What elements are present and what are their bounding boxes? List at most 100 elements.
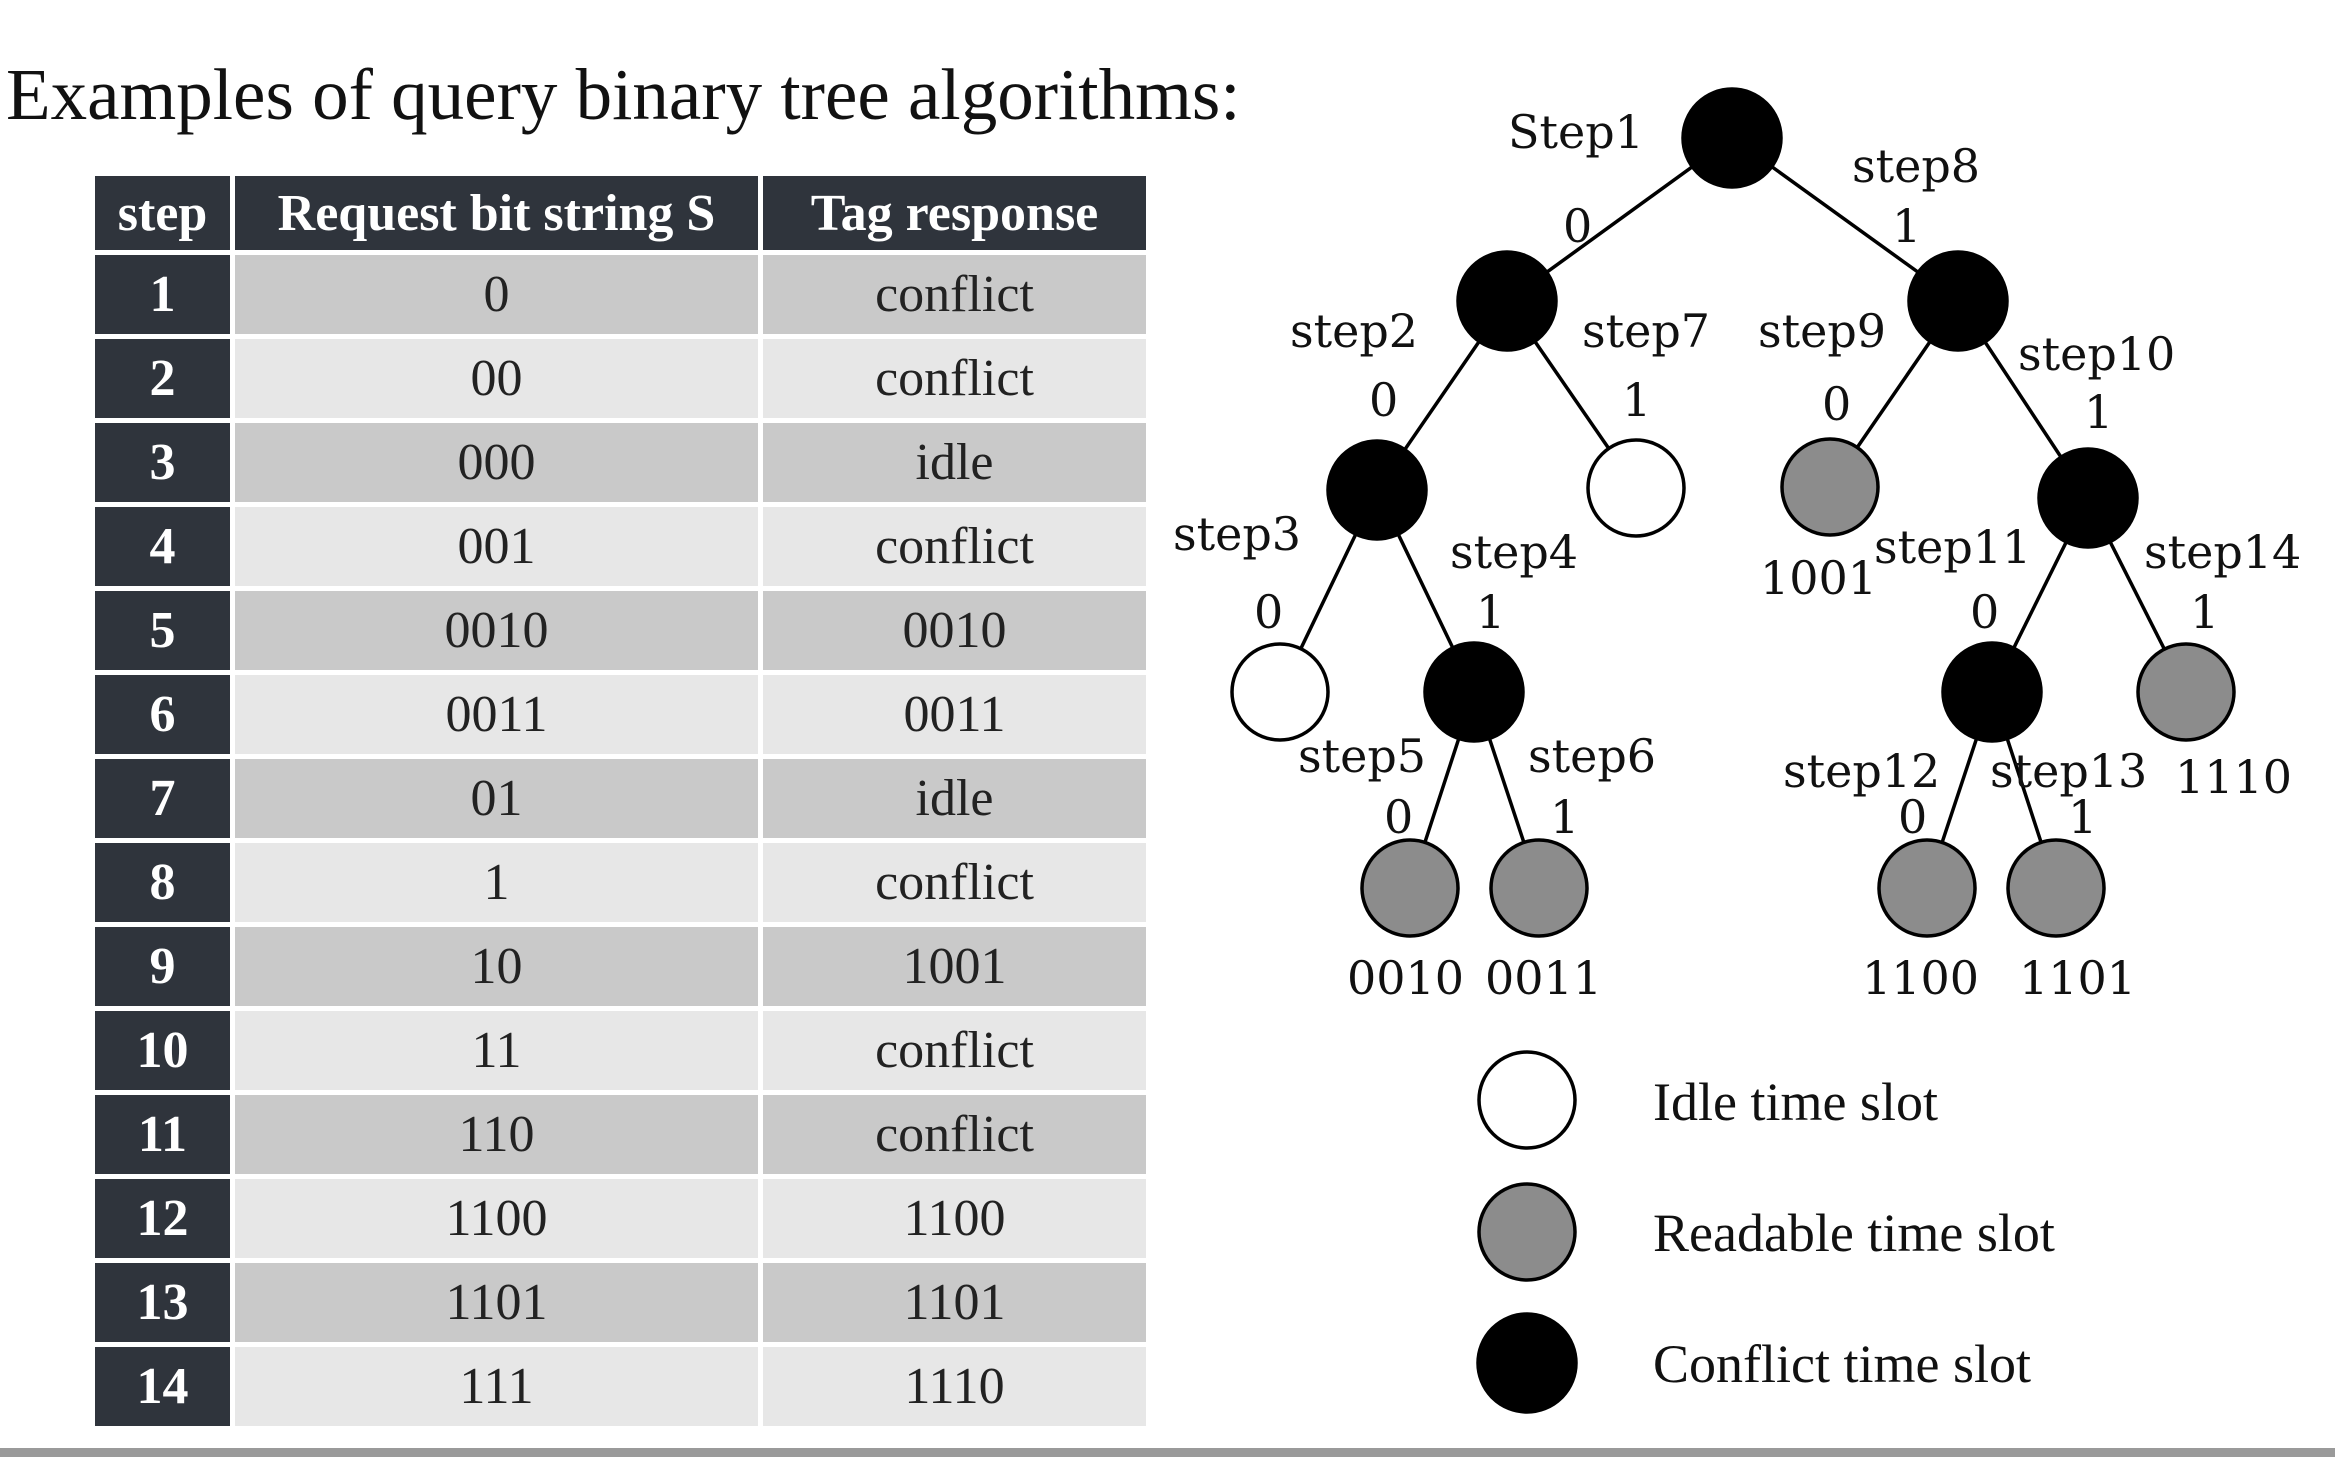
table-row: 14 111 1110 <box>95 1347 1146 1426</box>
node-label: 0010 <box>1347 951 1464 1005</box>
response-cell: idle <box>763 423 1146 502</box>
step-cell: 9 <box>95 927 230 1006</box>
table-row: 3 000 idle <box>95 423 1146 502</box>
edge-label-1: 1 <box>2084 385 2113 439</box>
request-cell: 1101 <box>235 1263 758 1342</box>
step-cell: 7 <box>95 759 230 838</box>
page-title: Examples of query binary tree algorithms… <box>6 54 1241 135</box>
conflict-node <box>1681 87 1783 189</box>
node-label: 0011 <box>1485 951 1602 1005</box>
table-row: 1 0 conflict <box>95 255 1146 334</box>
step-label: step13 <box>1990 744 2147 798</box>
readable-node <box>2006 838 2106 938</box>
table-row: 12 1100 1100 <box>95 1179 1146 1258</box>
table-row: 10 11 conflict <box>95 1011 1146 1090</box>
response-cell: conflict <box>763 1011 1146 1090</box>
response-cell: 0010 <box>763 591 1146 670</box>
conflict-node <box>1326 439 1428 541</box>
request-cell: 1100 <box>235 1179 758 1258</box>
response-cell: conflict <box>763 1095 1146 1174</box>
conflict-node <box>1423 641 1525 743</box>
edge-label-0: 0 <box>1898 790 1927 844</box>
conflict-node <box>1456 250 1558 352</box>
request-cell: 11 <box>235 1011 758 1090</box>
legend-label-readable: Readable time slot <box>1653 1203 2055 1263</box>
step-label: step12 <box>1783 744 1940 798</box>
response-cell: conflict <box>763 507 1146 586</box>
response-cell: 1101 <box>763 1263 1146 1342</box>
edge-label-1: 1 <box>1892 199 1921 253</box>
conflict-legend-icon <box>1476 1312 1578 1414</box>
step-label: step9 <box>1758 304 1886 358</box>
idle-legend-icon <box>1477 1050 1577 1150</box>
step-cell: 1 <box>95 255 230 334</box>
bottom-divider <box>0 1448 2335 1457</box>
readable-node <box>1489 838 1589 938</box>
table-row: 9 10 1001 <box>95 927 1146 1006</box>
table-row: 6 0011 0011 <box>95 675 1146 754</box>
step-cell: 10 <box>95 1011 230 1090</box>
readable-node <box>1877 838 1977 938</box>
step-label: step2 <box>1290 304 1418 358</box>
edge-label-0: 0 <box>1563 199 1592 253</box>
edge-label-0: 0 <box>1822 377 1851 431</box>
readable-legend-icon <box>1477 1182 1577 1282</box>
request-cell: 10 <box>235 927 758 1006</box>
node-label: 1101 <box>2019 951 2136 1005</box>
edge-label-1: 1 <box>1622 373 1651 427</box>
step-cell: 2 <box>95 339 230 418</box>
step-cell: 4 <box>95 507 230 586</box>
edge-label-1: 1 <box>2190 585 2219 639</box>
table-row: 5 0010 0010 <box>95 591 1146 670</box>
response-cell: 1001 <box>763 927 1146 1006</box>
response-cell: 1100 <box>763 1179 1146 1258</box>
idle-node <box>1230 642 1330 742</box>
step-cell: 13 <box>95 1263 230 1342</box>
edge-label-1: 1 <box>1476 585 1505 639</box>
step-cell: 11 <box>95 1095 230 1174</box>
table-header-row: step Request bit string S Tag response <box>95 176 1146 250</box>
step-label: step3 <box>1173 507 1301 561</box>
node-label: 1001 <box>1760 551 1877 605</box>
step-cell: 14 <box>95 1347 230 1426</box>
header-step: step <box>95 176 230 250</box>
request-cell: 111 <box>235 1347 758 1426</box>
request-cell: 01 <box>235 759 758 838</box>
request-cell: 00 <box>235 339 758 418</box>
step-cell: 6 <box>95 675 230 754</box>
step-cell: 12 <box>95 1179 230 1258</box>
request-cell: 1 <box>235 843 758 922</box>
edge-label-0: 0 <box>1970 585 1999 639</box>
legend-label-conflict: Conflict time slot <box>1653 1334 2031 1394</box>
step-cell: 8 <box>95 843 230 922</box>
table-row: 7 01 idle <box>95 759 1146 838</box>
step-label: step14 <box>2144 525 2301 579</box>
table-row: 11 110 conflict <box>95 1095 1146 1174</box>
request-cell: 110 <box>235 1095 758 1174</box>
step-label: step5 <box>1298 729 1426 783</box>
edge-label-0: 0 <box>1384 790 1413 844</box>
step-label: Step1 <box>1508 105 1644 159</box>
edge-label-1: 1 <box>2068 790 2097 844</box>
edge-label-1: 1 <box>1550 790 1579 844</box>
step-label: step10 <box>2018 327 2175 381</box>
table-row: 13 1101 1101 <box>95 1263 1146 1342</box>
readable-node <box>1780 437 1880 537</box>
step-label: step11 <box>1874 520 2031 574</box>
request-cell: 0011 <box>235 675 758 754</box>
step-cell: 3 <box>95 423 230 502</box>
node-label: 1110 <box>2175 750 2292 804</box>
steps-table: step Request bit string S Tag response 1… <box>90 171 1151 1431</box>
legend: Idle time slot Readable time slot Confli… <box>1476 1050 2055 1414</box>
response-cell: conflict <box>763 255 1146 334</box>
conflict-node <box>1907 250 2009 352</box>
edge-label-0: 0 <box>1254 585 1283 639</box>
readable-node <box>2136 642 2236 742</box>
header-request-bit-string: Request bit string S <box>235 176 758 250</box>
request-cell: 000 <box>235 423 758 502</box>
table-row: 2 00 conflict <box>95 339 1146 418</box>
step-label: step8 <box>1852 139 1980 193</box>
response-cell: 1110 <box>763 1347 1146 1426</box>
conflict-node <box>1941 641 2043 743</box>
